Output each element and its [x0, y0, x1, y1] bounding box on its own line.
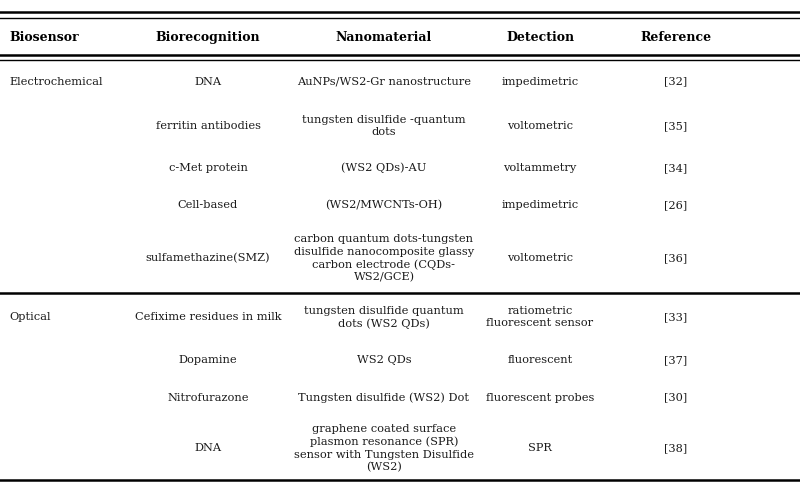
Text: fluorescent: fluorescent: [507, 355, 573, 366]
Text: sulfamethazine(SMZ): sulfamethazine(SMZ): [146, 253, 270, 263]
Text: [38]: [38]: [664, 443, 688, 453]
Text: [36]: [36]: [664, 253, 688, 263]
Text: ferritin antibodies: ferritin antibodies: [155, 121, 261, 131]
Text: [32]: [32]: [664, 77, 688, 87]
Text: Tungsten disulfide (WS2) Dot: Tungsten disulfide (WS2) Dot: [298, 392, 470, 403]
Text: DNA: DNA: [194, 443, 222, 453]
Text: [33]: [33]: [664, 312, 688, 322]
Text: Nanomaterial: Nanomaterial: [336, 31, 432, 44]
Text: [34]: [34]: [664, 163, 688, 173]
Text: impedimetric: impedimetric: [502, 200, 578, 211]
Text: Biorecognition: Biorecognition: [156, 31, 260, 44]
Text: tungsten disulfide quantum
dots (WS2 QDs): tungsten disulfide quantum dots (WS2 QDs…: [304, 306, 464, 329]
Text: graphene coated surface
plasmon resonance (SPR)
sensor with Tungsten Disulfide
(: graphene coated surface plasmon resonanc…: [294, 424, 474, 473]
Text: Optical: Optical: [10, 312, 51, 322]
Text: Electrochemical: Electrochemical: [10, 77, 103, 87]
Text: voltammetry: voltammetry: [503, 163, 577, 173]
Text: Dopamine: Dopamine: [178, 355, 238, 366]
Text: Biosensor: Biosensor: [10, 31, 79, 44]
Text: tungsten disulfide -quantum
dots: tungsten disulfide -quantum dots: [302, 115, 466, 137]
Text: Nitrofurazone: Nitrofurazone: [167, 392, 249, 403]
Text: (WS2 QDs)-AU: (WS2 QDs)-AU: [342, 163, 426, 173]
Text: Reference: Reference: [641, 31, 711, 44]
Text: c-Met protein: c-Met protein: [169, 163, 247, 173]
Text: [30]: [30]: [664, 392, 688, 403]
Text: DNA: DNA: [194, 77, 222, 87]
Text: SPR: SPR: [528, 443, 552, 453]
Text: fluorescent probes: fluorescent probes: [486, 392, 594, 403]
Text: voltometric: voltometric: [507, 253, 573, 263]
Text: WS2 QDs: WS2 QDs: [357, 355, 411, 366]
Text: Cell-based: Cell-based: [178, 200, 238, 211]
Text: voltometric: voltometric: [507, 121, 573, 131]
Text: AuNPs/WS2-Gr nanostructure: AuNPs/WS2-Gr nanostructure: [297, 77, 471, 87]
Text: carbon quantum dots-tungsten
disulfide nanocomposite glassy
carbon electrode (CQ: carbon quantum dots-tungsten disulfide n…: [294, 234, 474, 283]
Text: Detection: Detection: [506, 31, 574, 44]
Text: impedimetric: impedimetric: [502, 77, 578, 87]
Text: [37]: [37]: [664, 355, 688, 366]
Text: (WS2/MWCNTs-OH): (WS2/MWCNTs-OH): [326, 200, 442, 211]
Text: Cefixime residues in milk: Cefixime residues in milk: [134, 312, 282, 322]
Text: ratiometric
fluorescent sensor: ratiometric fluorescent sensor: [486, 306, 594, 328]
Text: [26]: [26]: [664, 200, 688, 211]
Text: [35]: [35]: [664, 121, 688, 131]
